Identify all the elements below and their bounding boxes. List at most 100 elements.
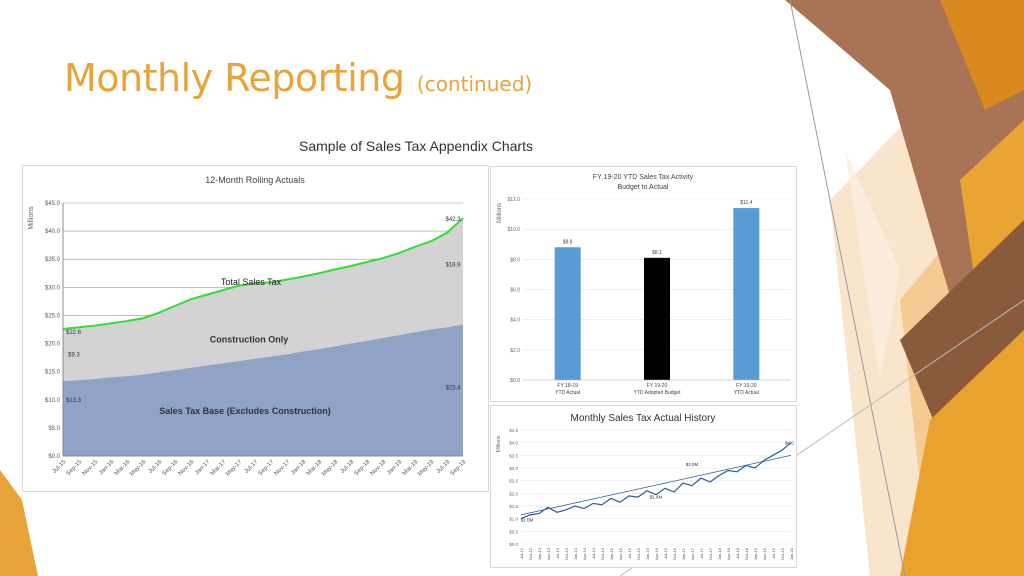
construction-area bbox=[63, 218, 463, 382]
y-axis-label: Millions bbox=[28, 206, 35, 230]
deco-shape-amber bbox=[900, 330, 1024, 576]
x-tick-label: Jul-16 bbox=[663, 547, 668, 559]
y-tick-label: $0.5 bbox=[509, 529, 518, 534]
x-tick-label: Jan-15 bbox=[609, 547, 614, 560]
x-tick-label: FY 18-19 bbox=[557, 383, 578, 389]
annotation-base-end: $23.4 bbox=[445, 386, 461, 392]
slide-title-main: Monthly Reporting bbox=[64, 56, 405, 100]
annotation-total-end: $42.3 bbox=[445, 217, 461, 223]
x-tick-label: Nov-17 bbox=[273, 459, 291, 477]
x-tick-label: Oct-12 bbox=[528, 547, 533, 560]
x-tick-label: Sep-15 bbox=[65, 459, 83, 477]
y-tick-label: $15.0 bbox=[45, 370, 61, 376]
label-construction-only: Construction Only bbox=[210, 334, 289, 344]
y-axis-label: Millions bbox=[497, 203, 503, 223]
annotation-latest: $4.0 bbox=[785, 441, 794, 446]
x-tick-label: Sep-17 bbox=[257, 459, 275, 477]
y-tick-label: $0.0 bbox=[48, 454, 60, 460]
y-tick-label: $30.0 bbox=[45, 285, 61, 291]
annotation-construction-end: $18.9 bbox=[445, 263, 461, 269]
x-tick-label: Jul-13 bbox=[555, 547, 560, 559]
x-tick-label: Jan-19 bbox=[386, 459, 404, 477]
base-area bbox=[63, 324, 463, 456]
monthly-history-chart-panel: Monthly Sales Tax Actual History Millions… bbox=[490, 405, 797, 568]
ytd-activity-chart: FY 19-20 YTD Sales Tax Activity Budget to… bbox=[497, 174, 791, 396]
x-tick-label: Jan-14 bbox=[573, 547, 578, 560]
x-tick-label: YTD Adopted Budget bbox=[634, 390, 682, 396]
annotation-3m: $3.0M bbox=[686, 462, 699, 467]
x-tick-label: Jan-19 bbox=[753, 547, 758, 560]
bar bbox=[644, 257, 670, 380]
y-tick-label: $3.5 bbox=[509, 453, 518, 458]
x-tick-label: Apr-15 bbox=[618, 547, 623, 560]
y-tick-label: $3.0 bbox=[509, 466, 518, 471]
chart-title: 12-Month Rolling Actuals bbox=[205, 175, 305, 185]
deco-shape-brown bbox=[785, 0, 1024, 330]
y-tick-label: $2.5 bbox=[509, 479, 518, 484]
x-tick-label: Jul-19 bbox=[771, 547, 776, 559]
x-tick-label: Apr-17 bbox=[690, 547, 695, 560]
x-tick-label: Oct-15 bbox=[636, 547, 641, 560]
slide-title: Monthly Reporting (continued) bbox=[64, 56, 532, 100]
y-axis-label: Millions bbox=[496, 435, 502, 452]
y-tick-label: $1.0 bbox=[509, 517, 518, 522]
y-tick-label: $20.0 bbox=[45, 342, 61, 348]
deco-shape-pale bbox=[845, 150, 900, 380]
x-tick-label: Oct-16 bbox=[672, 547, 677, 560]
y-tick-label: $6.0 bbox=[510, 288, 520, 294]
annotation-construction-start: $9.3 bbox=[68, 352, 80, 358]
x-tick-label: Jul-14 bbox=[591, 547, 596, 559]
x-tick-label: Jan-16 bbox=[645, 547, 650, 560]
y-tick-label: $4.0 bbox=[510, 318, 520, 324]
y-tick-label: $35.0 bbox=[45, 257, 61, 263]
deco-shape-bottom-left bbox=[0, 470, 38, 576]
y-tick-label: $45.0 bbox=[45, 201, 61, 207]
x-tick-label: Nov-16 bbox=[177, 459, 195, 477]
y-tick-label: $2.0 bbox=[510, 348, 520, 354]
annotation-1m: $1.0M bbox=[521, 518, 534, 523]
x-tick-label: YTD Actual bbox=[734, 390, 759, 396]
x-tick-label: Jul-12 bbox=[519, 547, 524, 559]
y-tick-label: $4.0 bbox=[509, 441, 518, 446]
deco-line-1 bbox=[789, 0, 906, 576]
bar-value-label: $11.4 bbox=[740, 200, 752, 206]
chart-subtitle: Budget to Actual bbox=[618, 184, 669, 191]
annotation-1-6m: $1.6M bbox=[650, 494, 663, 499]
chart-title: FY 19-20 YTD Sales Tax Activity bbox=[593, 174, 694, 181]
annotation-base-start: $13.3 bbox=[66, 398, 82, 404]
x-tick-label: May-19 bbox=[417, 459, 436, 478]
bar-value-label: $8.8 bbox=[563, 239, 573, 245]
x-tick-label: Sep-16 bbox=[161, 459, 179, 477]
slide-title-suffix: (continued) bbox=[416, 72, 533, 96]
y-tick-label: $25.0 bbox=[45, 313, 61, 319]
bar-value-label: $8.1 bbox=[652, 250, 662, 256]
x-tick-label: Oct-17 bbox=[708, 547, 713, 560]
x-tick-label: Apr-18 bbox=[726, 547, 731, 560]
x-tick-label: Oct-19 bbox=[780, 547, 785, 560]
bar bbox=[554, 247, 581, 380]
monthly-history-chart: Monthly Sales Tax Actual History Millions… bbox=[496, 413, 794, 560]
x-tick-label: Nov-15 bbox=[81, 459, 99, 477]
x-tick-label: Jan-16 bbox=[98, 459, 116, 477]
annotation-total-start: $22.6 bbox=[66, 330, 82, 336]
x-tick-label: Apr-19 bbox=[762, 547, 767, 560]
y-tick-label: $8.0 bbox=[510, 257, 520, 263]
x-tick-label: Oct-14 bbox=[600, 547, 605, 560]
x-tick-label: Apr-13 bbox=[546, 547, 551, 560]
y-tick-label: $40.0 bbox=[45, 229, 61, 235]
y-tick-label: $4.5 bbox=[509, 428, 518, 433]
label-total-sales-tax: Total Sales Tax bbox=[221, 277, 282, 287]
y-tick-label: $5.0 bbox=[48, 426, 60, 432]
deco-shape-orange-top bbox=[940, 0, 1024, 110]
label-sales-tax-base: Sales Tax Base (Excludes Construction) bbox=[159, 406, 330, 416]
x-tick-label: Jul-17 bbox=[699, 547, 704, 559]
trend-line bbox=[520, 454, 792, 516]
x-tick-label: Jan-13 bbox=[537, 547, 542, 560]
x-tick-label: Sep-18 bbox=[353, 459, 371, 477]
x-tick-label: Jul-18 bbox=[735, 547, 740, 559]
x-tick-label: YTD Actual bbox=[555, 390, 580, 396]
x-tick-label: Sep-19 bbox=[449, 459, 467, 477]
x-tick-label: FY 19-20 bbox=[736, 383, 757, 389]
